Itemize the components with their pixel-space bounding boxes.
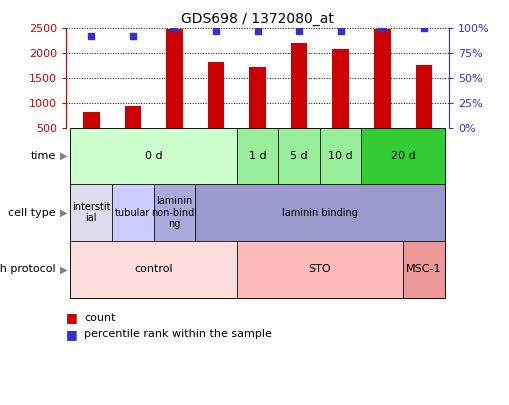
Bar [332, 49, 348, 152]
Text: count: count [84, 313, 116, 323]
Text: 0 d: 0 d [145, 151, 162, 161]
Text: MSC-1: MSC-1 [405, 264, 441, 274]
Text: ■: ■ [66, 311, 78, 324]
Point [128, 33, 136, 40]
Text: control: control [134, 264, 173, 274]
Bar [166, 29, 182, 152]
Text: ■: ■ [66, 328, 78, 341]
Text: time: time [31, 151, 56, 161]
Point [87, 33, 95, 40]
Text: 20 d: 20 d [390, 151, 415, 161]
Text: percentile rank within the sample: percentile rank within the sample [84, 329, 271, 339]
Point [295, 28, 303, 34]
Point [419, 25, 427, 32]
Bar [124, 106, 141, 152]
Point [378, 25, 386, 32]
Point [253, 28, 261, 34]
Bar [249, 66, 265, 152]
Bar [290, 43, 307, 152]
Title: GDS698 / 1372080_at: GDS698 / 1372080_at [181, 12, 333, 26]
Text: interstit
ial: interstit ial [72, 202, 110, 224]
Point [170, 25, 178, 32]
Text: tubular: tubular [115, 208, 150, 217]
Text: 5 d: 5 d [290, 151, 307, 161]
Bar [415, 65, 431, 152]
Text: STO: STO [308, 264, 330, 274]
Text: 1 d: 1 d [248, 151, 266, 161]
Text: laminin binding: laminin binding [281, 208, 357, 217]
Text: growth protocol: growth protocol [0, 264, 56, 274]
Bar [373, 29, 390, 152]
Text: ▶: ▶ [60, 151, 67, 161]
Bar [207, 62, 224, 152]
Text: ▶: ▶ [60, 264, 67, 274]
Text: ▶: ▶ [60, 208, 67, 217]
Text: laminin
non-bindi
ng: laminin non-bindi ng [151, 196, 197, 229]
Text: 10 d: 10 d [328, 151, 352, 161]
Point [211, 28, 219, 34]
Text: cell type: cell type [9, 208, 56, 217]
Point [336, 28, 344, 34]
Bar [83, 112, 99, 152]
